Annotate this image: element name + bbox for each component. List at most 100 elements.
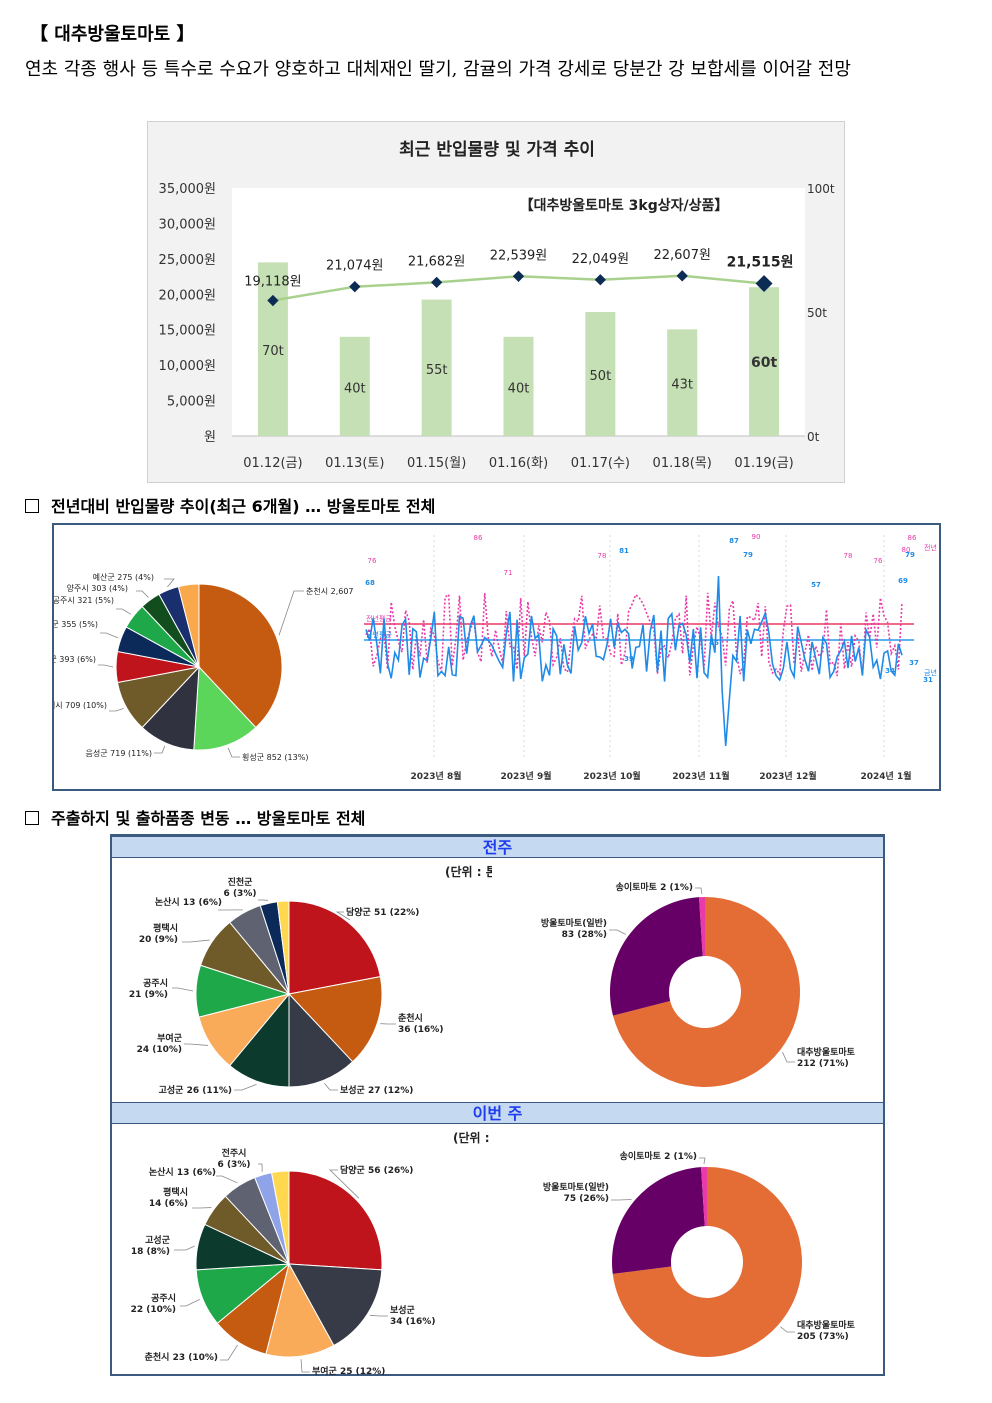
last-year-data-label: 76 [874, 557, 883, 565]
volume-label: 70t [262, 344, 284, 359]
section-title-origins-text: 주출하지 및 출하품종 변동 … 방울토마토 전체 [51, 809, 366, 828]
origin-6m-label: 횡성군 852 (13%) [242, 752, 308, 762]
section-title-origins: 주출하지 및 출하품종 변동 … 방울토마토 전체 [25, 805, 365, 829]
prev-variety-leader [782, 1051, 795, 1063]
price-marker [430, 276, 443, 289]
price-marker [676, 270, 688, 282]
y-left-tick-label: 35,000원 [159, 182, 216, 197]
x-tick-label: 01.16(화) [489, 456, 548, 471]
y-right-tick-label: 100t [807, 182, 835, 196]
origin-6m-slice [198, 583, 283, 729]
checkbox-square-icon [25, 499, 39, 513]
price-marker [349, 281, 361, 293]
yoy-volume-panel: 춘천시 2,607 (38%) 횡성군 852 (13%) 음성군 719 (11%… [52, 523, 941, 791]
prev-origin-label: 진천군 6 (3%) [224, 876, 257, 899]
this-variety-label: 대추방울토마토 205 (73%) [797, 1319, 856, 1342]
price-label: 21,682원 [408, 254, 465, 269]
origin-6m-leader [109, 708, 124, 712]
prev-origin-slice [288, 900, 381, 995]
this-variety-label: 방울토마토(일반) 75 (26%) [543, 1181, 609, 1204]
product-heading: 【 대추방울토마토 】 [30, 24, 195, 45]
price-label: 22,539원 [490, 248, 547, 263]
market-outlook-text: 연초 각종 행사 등 특수로 수요가 양호하고 대체재인 딸기, 감귤의 가격 … [25, 59, 851, 80]
price-label: 22,607원 [653, 248, 710, 263]
this-origin-label: 고성군 18 (8%) [131, 1234, 171, 1257]
volume-label: 43t [671, 378, 693, 393]
prev-origin-label: 논산시 13 (6%) [155, 896, 222, 908]
last-year-data-label: 78 [844, 552, 853, 560]
this-origin-label: 공주시 22 (10%) [131, 1293, 176, 1315]
volume-label: 40t [344, 381, 366, 396]
price-label: 22,049원 [572, 252, 629, 267]
legend-this-year: 금년 [924, 668, 937, 677]
band-prev-week: 전주 [112, 836, 883, 858]
origin-share-pie: 춘천시 2,607 (38%) 횡성군 852 (13%) 음성군 719 (11%… [54, 572, 354, 762]
origin-6m-leader [164, 578, 175, 588]
this-variety-slice [701, 1167, 707, 1227]
this-origin-label: 전주시 6 (3%) [218, 1147, 251, 1170]
this-year-data-label: 79 [905, 551, 915, 559]
price-marker [267, 294, 279, 307]
volume-bar [339, 336, 370, 436]
volume-label: 55t [426, 363, 448, 378]
x-tick-label: 01.17(수) [571, 456, 630, 471]
prev-origin-label: 춘천시 36 (16%) [398, 1012, 443, 1035]
x-tick-label: 01.15(월) [407, 456, 466, 471]
checkbox-square-icon [25, 811, 39, 825]
prev-origin-label: 공주시 21 (9%) [129, 978, 168, 1000]
avg-last-year-label: 전년평균 [366, 614, 392, 623]
origin-6m-label: 양주시 303 (4%) [67, 584, 128, 593]
origin-6m-slice [177, 583, 200, 668]
this-year-data-label: 68 [365, 579, 375, 587]
prev-origin-leader [184, 1043, 208, 1046]
prev-origin-leader [324, 1083, 338, 1091]
this-origin-leader [180, 1298, 200, 1307]
x-tick-label: 01.19(금) [734, 456, 793, 471]
price-volume-chart-svg: 최근 반입물량 및 가격 추이원 5,000원 10,000원 15,000원 20,0… [159, 140, 835, 471]
this-origin-leader [370, 1315, 388, 1317]
origin-6m-label: 담양군 393 (6%) [54, 654, 96, 664]
this-origin-label: 보성군 34 (16%) [390, 1304, 435, 1327]
this-year-data-label: 39 [624, 655, 634, 663]
this-year-data-label: 81 [619, 547, 629, 555]
prev-variety-slice [612, 897, 800, 1087]
prev-variety-slice [699, 897, 705, 957]
price-volume-chart: 최근 반입물량 및 가격 추이 원 5,000원 10,000원 15,000원 20,0… [147, 121, 845, 483]
price-label: 19,118원 [244, 275, 301, 290]
this-origin-leader [220, 1344, 238, 1361]
this-year-data-label: 37 [909, 659, 919, 667]
month-label: 2023년 10월 [583, 770, 640, 782]
prev-origin-label: 담양군 51 (22%) [346, 906, 419, 918]
origin-6m-label: 예산군 275 (4%) [93, 572, 154, 582]
prev-origin-slice [288, 975, 383, 1063]
this-origin-label: 부여군 25 (12%) [312, 1365, 385, 1376]
origin-6m-label: 공주시 321 (5%) [54, 596, 114, 605]
legend-last-year: 전년 [924, 543, 937, 552]
volume-label: 60t [751, 355, 777, 371]
this-year-data-label: 87 [729, 537, 739, 545]
last-year-data-label: 86 [908, 534, 917, 542]
origin-6m-leader [116, 608, 132, 615]
chart-title: 최근 반입물량 및 가격 추이 [399, 140, 595, 160]
prev-origin-label: 고성군 26 (11%) [159, 1084, 232, 1096]
origin-6m-label: 평택시 709 (10%) [54, 700, 107, 710]
prev-variety-leader [609, 929, 626, 935]
this-origin-leader [174, 1245, 195, 1251]
avg-this-year-label: 금년평균 [366, 630, 392, 639]
prev-origin-leader [182, 939, 210, 943]
prev-variety-label: 방울토마토(일반) 83 (28%) [541, 917, 607, 940]
section-title-yoy-text: 전년대비 반입물량 추이(최근 6개월) … 방울토마토 전체 [51, 497, 436, 516]
price-label: 21,515원 [727, 255, 794, 271]
this-origin-label: 논산시 13 (6%) [149, 1166, 216, 1178]
y-right-tick-label: 50t [807, 306, 827, 320]
this-variety-slice [612, 1167, 705, 1274]
this-origin-label: 춘천시 23 (10%) [145, 1351, 218, 1363]
last-year-data-label: 80 [902, 546, 911, 554]
y-left-tick-label: 원 [204, 430, 216, 445]
prev-variety-label: 송이토마토 2 (1%) [616, 881, 693, 893]
this-year-data-label: 31 [923, 676, 933, 684]
this-origin-slice [265, 1262, 335, 1358]
x-tick-label: 01.18(목) [653, 456, 712, 471]
volume-bar [585, 312, 616, 436]
